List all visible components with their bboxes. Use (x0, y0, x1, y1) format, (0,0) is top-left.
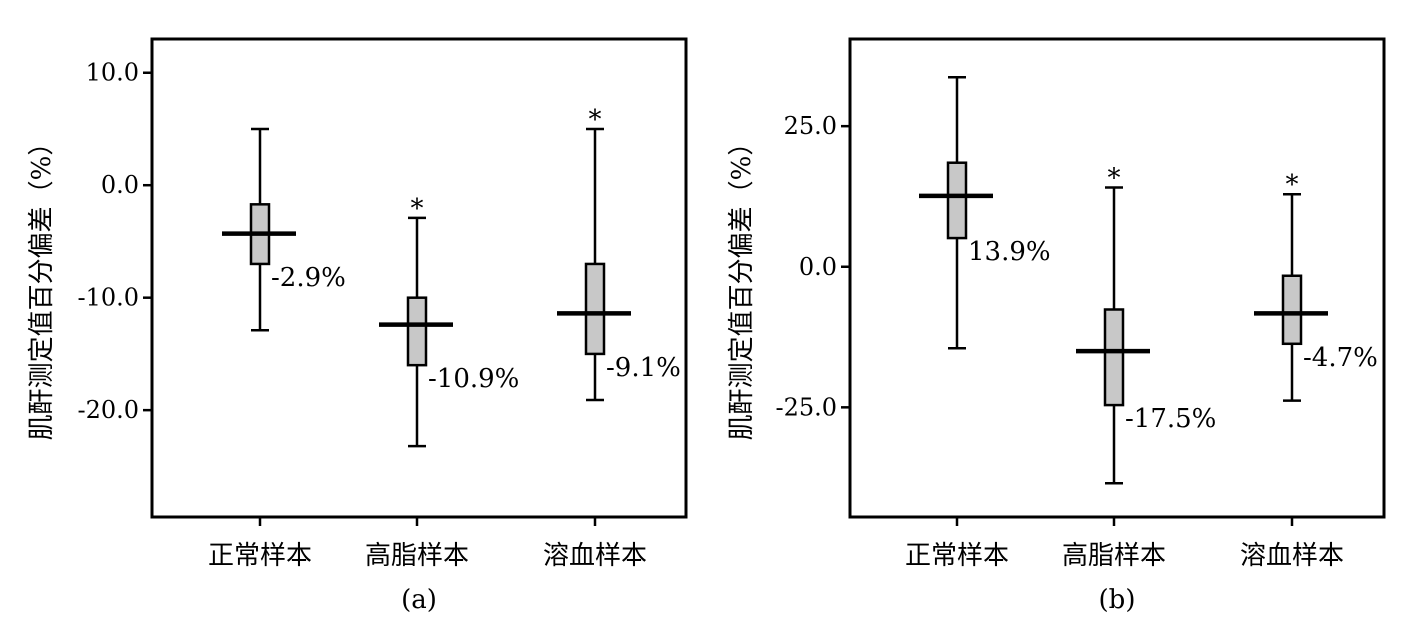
significance-star: * (589, 105, 602, 135)
box-2: -17.5% * (1076, 163, 1216, 485)
iqr-box (584, 262, 606, 356)
iqr-box (946, 161, 968, 240)
y-tick-label: 0.0 (101, 171, 139, 199)
value-label: -2.9% (271, 263, 346, 293)
y-axis-title: 肌酐测定值百分偏差（%） (27, 130, 57, 441)
value-label: -17.5% (1125, 404, 1216, 434)
y-tick-label: 25.0 (784, 112, 837, 140)
value-label: -4.7% (1303, 343, 1378, 373)
box-3: -4.7% * (1254, 170, 1378, 402)
y-axis-title: 肌酐测定值百分偏差（%） (727, 130, 757, 441)
box-3: -9.1% * (557, 105, 681, 402)
box-1: 13.9% (919, 75, 1051, 350)
box-2: -10.9% * (379, 194, 519, 448)
x-tick-label: 高脂样本 (1062, 541, 1166, 571)
y-tick-label: 10.0 (86, 59, 139, 87)
significance-star: * (411, 194, 424, 224)
iqr-box (406, 296, 428, 367)
x-tick-label: 正常样本 (905, 541, 1009, 571)
significance-star: * (1108, 163, 1121, 193)
panel-a-chart: 10.0 0.0 -10.0 -20.0 正常样本 高脂样本 溶血样本 肌酐测定值百分偏差（%… (27, 37, 688, 615)
x-tick-label: 正常样本 (208, 541, 312, 571)
x-tick-label: 溶血样本 (543, 541, 647, 571)
panel-label: (a) (401, 585, 437, 615)
y-tick-label: 0.0 (799, 253, 837, 281)
iqr-box (1281, 274, 1303, 346)
plot-frame (150, 37, 688, 519)
iqr-box (1103, 308, 1125, 407)
significance-star: * (1286, 170, 1299, 200)
value-label: 13.9% (968, 237, 1051, 267)
value-label: -9.1% (606, 353, 681, 383)
panel-label: (b) (1099, 585, 1136, 615)
panel-b-chart: 25.0 0.0 -25.0 正常样本 高脂样本 溶血样本 肌酐测定值百分偏差（%） (b) 1… (727, 37, 1386, 615)
y-tick-label: -20.0 (77, 396, 139, 424)
plot-frame (848, 37, 1386, 519)
value-label: -10.9% (428, 364, 519, 394)
box-1: -2.9% (222, 127, 346, 332)
y-tick-label: -10.0 (77, 284, 139, 312)
x-tick-label: 溶血样本 (1240, 541, 1344, 571)
x-tick-label: 高脂样本 (365, 541, 469, 571)
y-tick-label: -25.0 (775, 393, 837, 421)
